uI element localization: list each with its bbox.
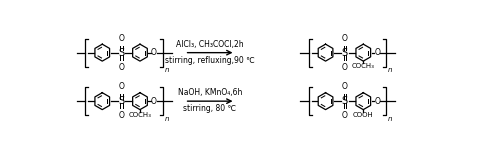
Text: NaOH, KMnO₄,6h: NaOH, KMnO₄,6h [178, 88, 242, 97]
Text: COOH: COOH [353, 112, 374, 118]
Text: O: O [342, 111, 347, 120]
Text: stirring, refluxing,90 ℃: stirring, refluxing,90 ℃ [165, 56, 255, 65]
Text: O: O [342, 82, 347, 91]
Text: n: n [388, 67, 392, 73]
Text: O: O [151, 97, 157, 106]
Text: O: O [151, 48, 157, 57]
Text: S: S [342, 48, 348, 58]
Text: n: n [388, 116, 392, 122]
Text: O: O [374, 48, 380, 57]
Text: n: n [164, 67, 169, 73]
Text: O: O [118, 111, 124, 120]
Text: O: O [342, 34, 347, 43]
Text: S: S [118, 48, 124, 58]
Text: n: n [164, 116, 169, 122]
Text: O: O [342, 63, 347, 72]
Text: O: O [118, 82, 124, 91]
Text: O: O [374, 97, 380, 106]
Text: AlCl₃, CH₃COCl,2h: AlCl₃, CH₃COCl,2h [176, 40, 244, 49]
Text: stirring, 80 ℃: stirring, 80 ℃ [184, 104, 236, 113]
Text: O: O [118, 63, 124, 72]
Text: COCH₃: COCH₃ [352, 63, 374, 69]
Text: O: O [118, 34, 124, 43]
Text: S: S [118, 96, 124, 106]
Text: COCH₃: COCH₃ [128, 112, 152, 118]
Text: S: S [342, 96, 348, 106]
